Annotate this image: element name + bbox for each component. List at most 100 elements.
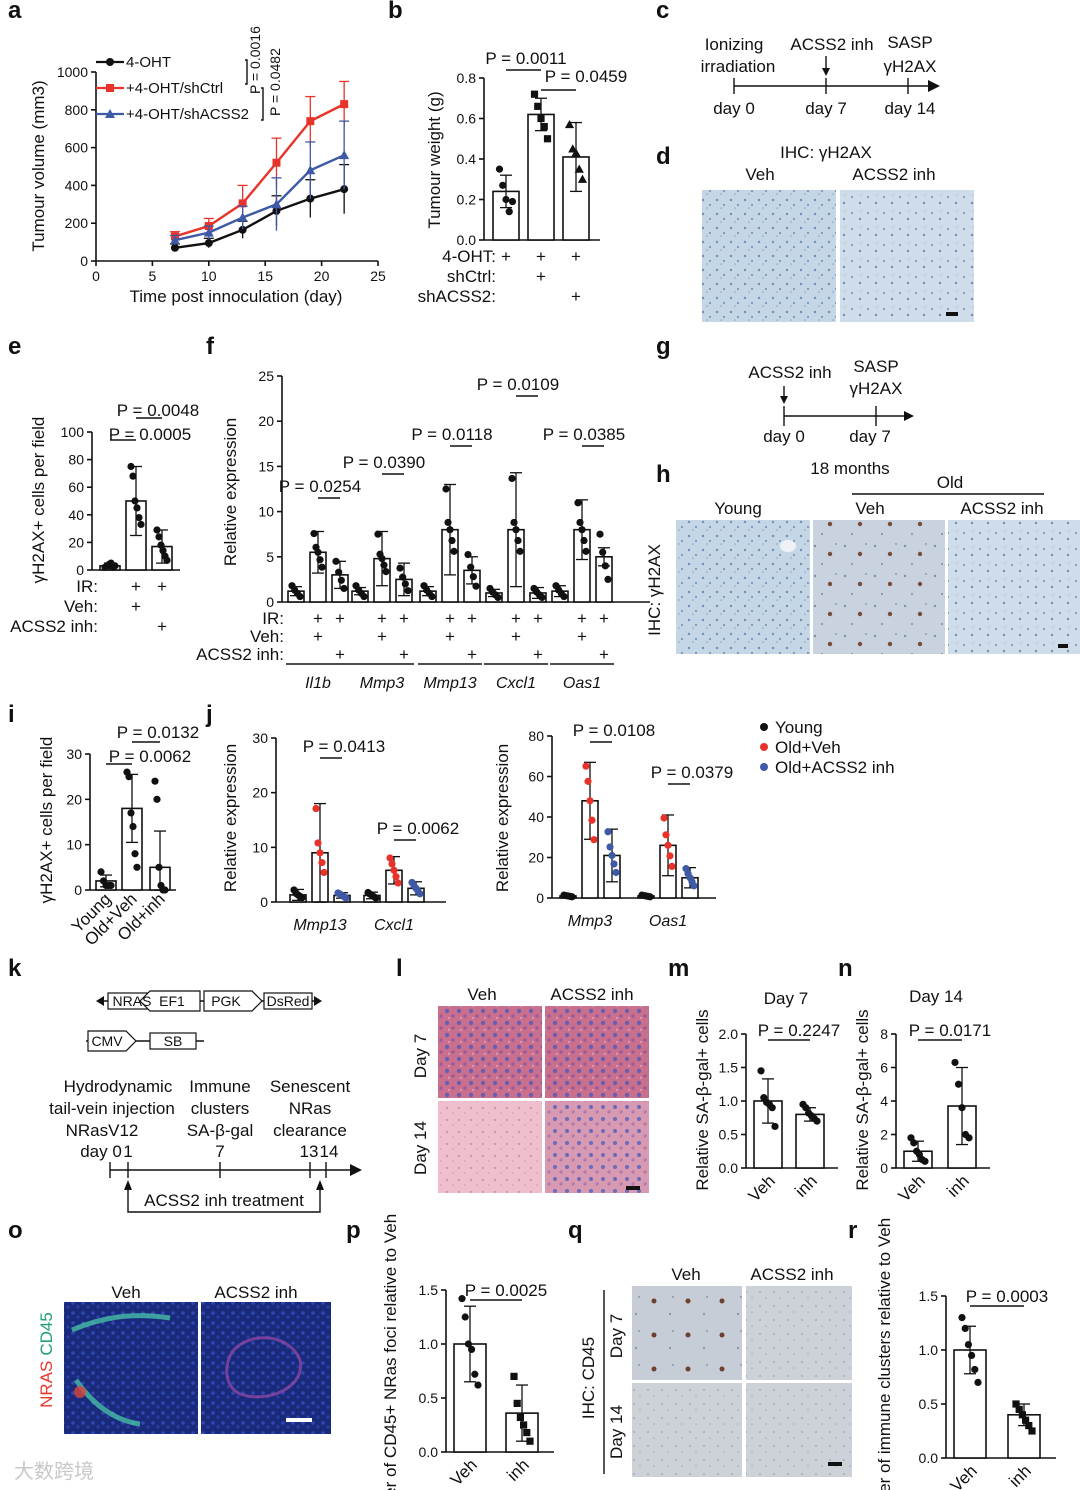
m-x-tick-label: inh <box>791 1171 820 1200</box>
j1-point <box>318 859 326 867</box>
i-point <box>125 773 133 781</box>
i-p-value: P = 0.0132 <box>117 723 199 742</box>
panel-o-image-veh <box>64 1302 198 1434</box>
m-p-value: P = 0.2247 <box>758 1021 840 1040</box>
a-point-1 <box>238 199 247 208</box>
e-point <box>135 513 143 522</box>
timeline-g-arrowhead <box>904 411 914 421</box>
j2-point <box>604 828 612 836</box>
f-row-mark: + <box>313 627 323 646</box>
a-point-2 <box>237 212 248 222</box>
a-p-value: P = 0.0482 <box>267 48 283 116</box>
panel-l-row-day14: Day 14 <box>411 1121 430 1175</box>
p-x-tick-label: Veh <box>447 1455 481 1489</box>
i-point <box>133 863 141 871</box>
panel-h-title: 18 months <box>810 459 889 478</box>
f-point <box>314 548 322 556</box>
e-y-tick-label: 40 <box>68 507 84 523</box>
f-point <box>467 563 475 571</box>
panel-q-row-day7: Day 7 <box>607 1314 626 1358</box>
f-row-mark: + <box>377 609 387 628</box>
p-y-label: Number of CD45+ NRas foci relative to Ve… <box>381 1214 400 1490</box>
f-point <box>494 593 502 602</box>
panel-o-inh-nras-signal <box>225 1336 303 1399</box>
k-day-1: 1 <box>123 1142 132 1161</box>
f-gene-label: Mmp13 <box>423 675 476 692</box>
n-point <box>965 1134 973 1142</box>
m-x-tick-label: Veh <box>745 1171 779 1205</box>
j2-point <box>568 893 576 901</box>
legend-j-oldveh: Old+Veh <box>775 738 841 757</box>
p-point <box>526 1437 534 1445</box>
panel-o-side-nras: NRAS <box>37 1361 56 1408</box>
n-point <box>958 1104 966 1112</box>
a-x-tick-label: 10 <box>201 268 217 284</box>
construct-pgk-promoter <box>203 990 263 1012</box>
a-y-tick-label: 600 <box>65 140 89 156</box>
p-point <box>461 1313 469 1321</box>
j1-point <box>320 868 328 877</box>
f-p-value: P = 0.0254 <box>279 477 361 496</box>
timeline-c-event-3: ACSS2 inh <box>790 35 873 54</box>
f-gene-label: Mmp3 <box>360 675 405 692</box>
e-y-tick-label: 100 <box>61 424 85 440</box>
a-legend-marker-0 <box>106 58 114 66</box>
f-point <box>469 573 477 581</box>
panel-d-image-veh <box>702 190 836 322</box>
f-y-tick-label: 15 <box>258 458 274 474</box>
k-event-8: NRas <box>289 1099 332 1118</box>
m-title: Day 7 <box>764 989 808 1008</box>
a-point-2 <box>203 227 214 237</box>
r-point <box>1025 1422 1033 1430</box>
timeline-c-day-14: day 14 <box>884 99 935 118</box>
panel-h-col-young: Young <box>714 499 762 518</box>
b-row-label: 4-OHT: <box>442 247 496 266</box>
n-point <box>921 1157 929 1165</box>
f-point <box>582 547 590 555</box>
j2-point <box>584 777 592 785</box>
panel-d-title: IHC: γH2AX <box>780 143 872 162</box>
j2-point <box>612 868 620 877</box>
j2-y-tick-label: 40 <box>528 809 544 825</box>
f-y-tick-label: 20 <box>258 413 274 429</box>
timeline-g-day-7: day 7 <box>849 427 891 446</box>
scale-bar-o <box>286 1418 312 1422</box>
f-point <box>401 580 409 588</box>
timeline-g-drug-arrowhead <box>780 396 788 404</box>
j2-point <box>664 841 672 849</box>
a-point-1 <box>306 117 315 126</box>
panel-label-m: m <box>668 955 689 982</box>
p-point <box>513 1399 521 1407</box>
panel-label-q: q <box>568 1217 583 1244</box>
f-row-label: Veh: <box>250 627 284 646</box>
panel-label-f: f <box>206 333 215 360</box>
p-x-tick-label: inh <box>503 1455 532 1484</box>
e-y-tick-label: 20 <box>68 534 84 550</box>
construct-1-left-end <box>96 996 104 1006</box>
n-title: Day 14 <box>909 987 963 1006</box>
scale-bar-d <box>946 312 958 316</box>
panel-q-image-inh-d14 <box>746 1383 852 1477</box>
b-y-label: Tumour weight (g) <box>425 91 444 228</box>
f-point <box>335 568 343 576</box>
panel-l-sabgal: Veh ACSS2 inh Day 7 Day 14 <box>411 985 649 1193</box>
e-point <box>153 526 161 534</box>
j2-y-tick-label: 0 <box>536 890 544 906</box>
f-point <box>442 485 450 493</box>
m-point <box>813 1117 821 1125</box>
j2-point <box>586 797 594 805</box>
f-row-mark: + <box>335 609 345 628</box>
j1-gene-label: Mmp13 <box>293 917 346 934</box>
k-event-5: clusters <box>191 1099 250 1118</box>
i-y-label: γH2AX+ cells per field <box>37 737 56 904</box>
f-point <box>399 573 407 581</box>
f-row-mark: + <box>577 609 587 628</box>
r-y-tick-label: 1.0 <box>919 1342 939 1358</box>
a-p-bracket <box>245 59 248 85</box>
f-y-label: Relative expression <box>221 418 240 566</box>
j1-point <box>312 804 320 813</box>
j2-point <box>646 893 654 901</box>
j1-point <box>372 894 380 902</box>
